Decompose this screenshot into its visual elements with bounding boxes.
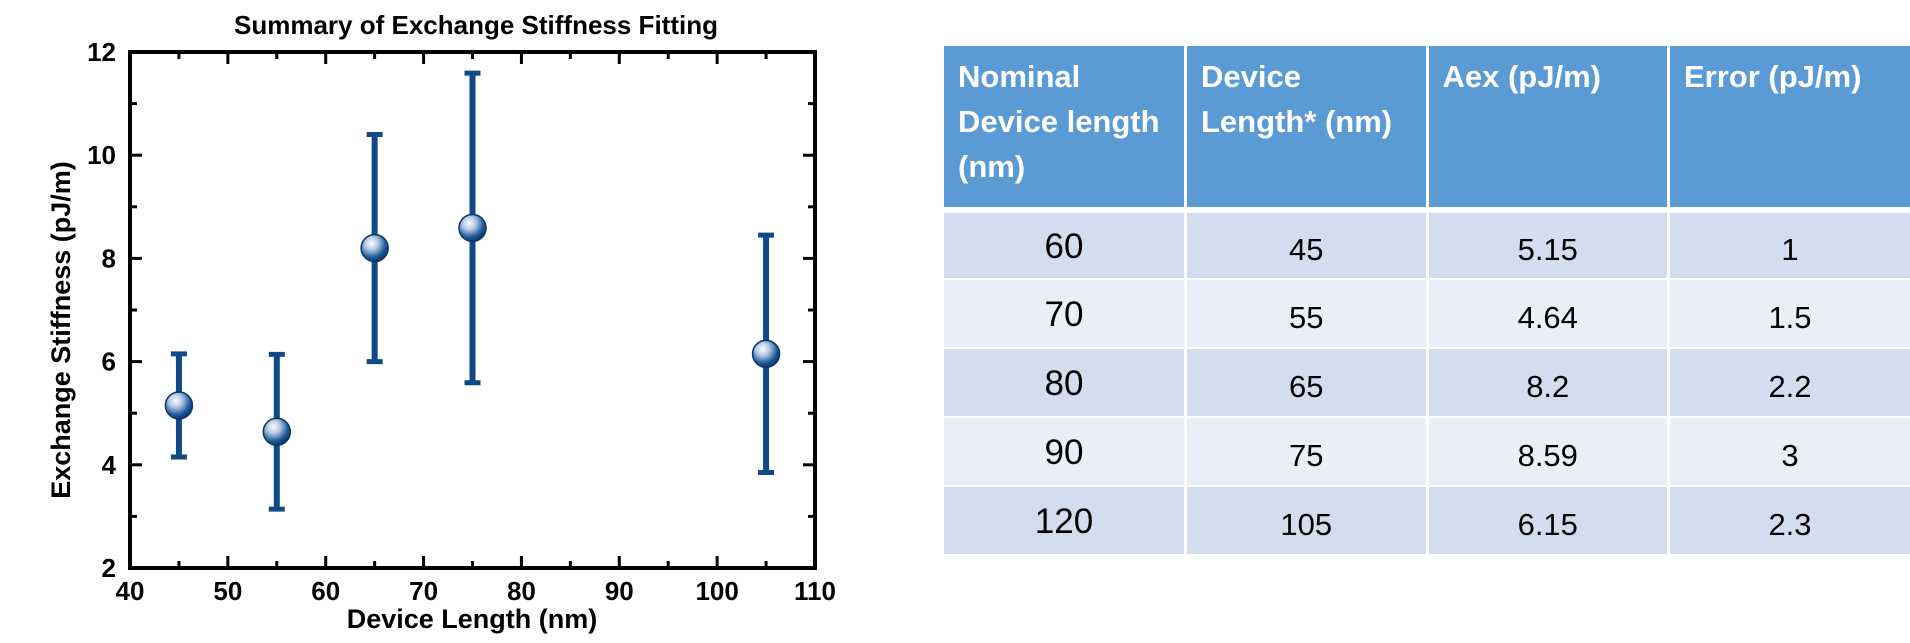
table-header-row: Nominal Device length (nm) Device Length… <box>944 46 1910 213</box>
x-tick-label: 110 <box>794 576 836 606</box>
cell-nominal-length: 90 <box>944 417 1187 487</box>
x-tick-label: 40 <box>116 576 145 606</box>
header-error: Error (pJ/m) <box>1668 46 1910 213</box>
data-point <box>751 339 781 369</box>
y-tick-label: 6 <box>102 347 116 377</box>
table-row: 120 105 6.15 2.3 <box>944 486 1910 556</box>
x-tick-label: 100 <box>695 576 738 606</box>
data-point <box>164 391 194 420</box>
table-row: 90 75 8.59 3 <box>944 417 1910 487</box>
y-tick-label: 10 <box>87 140 116 170</box>
plot-area: 40 50 60 70 80 90 100 110 2 4 6 8 10 12 <box>87 37 836 606</box>
cell-device-length: 65 <box>1185 348 1429 418</box>
cell-error: 1 <box>1668 210 1910 280</box>
cell-error: 1.5 <box>1668 279 1910 349</box>
y-axis-label: Exchange Stiffness (pJ/m) <box>46 161 76 499</box>
cell-aex: 5.15 <box>1427 210 1670 280</box>
table-row: 80 65 8.2 2.2 <box>944 348 1910 418</box>
cell-aex: 4.64 <box>1427 279 1670 349</box>
cell-aex: 6.15 <box>1427 486 1670 556</box>
cell-error: 3 <box>1668 417 1910 487</box>
cell-aex: 8.59 <box>1427 417 1670 487</box>
data-point <box>458 213 487 243</box>
header-aex: Aex (pJ/m) <box>1427 46 1670 213</box>
data-point <box>262 417 292 447</box>
results-table: Nominal Device length (nm) Device Length… <box>944 46 1910 556</box>
cell-device-length: 75 <box>1185 417 1429 487</box>
cell-device-length: 55 <box>1185 279 1429 349</box>
cell-nominal-length: 70 <box>944 279 1187 349</box>
cell-nominal-length: 80 <box>944 348 1187 418</box>
exchange-stiffness-chart: Summary of Exchange Stiffness Fitting 40… <box>46 10 836 634</box>
y-tick-label: 2 <box>102 553 116 583</box>
x-axis-label: Device Length (nm) <box>347 604 598 634</box>
y-tick-label: 12 <box>87 37 116 67</box>
header-nominal-device-length: Nominal Device length (nm) <box>944 46 1187 213</box>
data-point <box>360 233 389 263</box>
y-tick-label: 4 <box>102 450 117 480</box>
x-tick-label: 60 <box>311 576 340 606</box>
chart-title: Summary of Exchange Stiffness Fitting <box>234 10 718 40</box>
table-row: 70 55 4.64 1.5 <box>944 279 1910 349</box>
header-device-length: Device Length* (nm) <box>1185 46 1429 213</box>
x-tick-label: 90 <box>605 576 634 606</box>
cell-error: 2.2 <box>1668 348 1910 418</box>
x-tick-label: 80 <box>507 576 536 606</box>
x-tick-label: 70 <box>409 576 438 606</box>
table-row: 60 45 5.15 1 <box>944 210 1910 280</box>
y-tick-label: 8 <box>102 243 116 273</box>
cell-nominal-length: 120 <box>944 486 1187 556</box>
cell-error: 2.3 <box>1668 486 1910 556</box>
cell-nominal-length: 60 <box>944 210 1187 280</box>
cell-device-length: 45 <box>1185 210 1429 280</box>
cell-device-length: 105 <box>1185 486 1429 556</box>
cell-aex: 8.2 <box>1427 348 1670 418</box>
x-tick-label: 50 <box>213 576 242 606</box>
results-table-container: Nominal Device length (nm) Device Length… <box>944 46 1910 556</box>
